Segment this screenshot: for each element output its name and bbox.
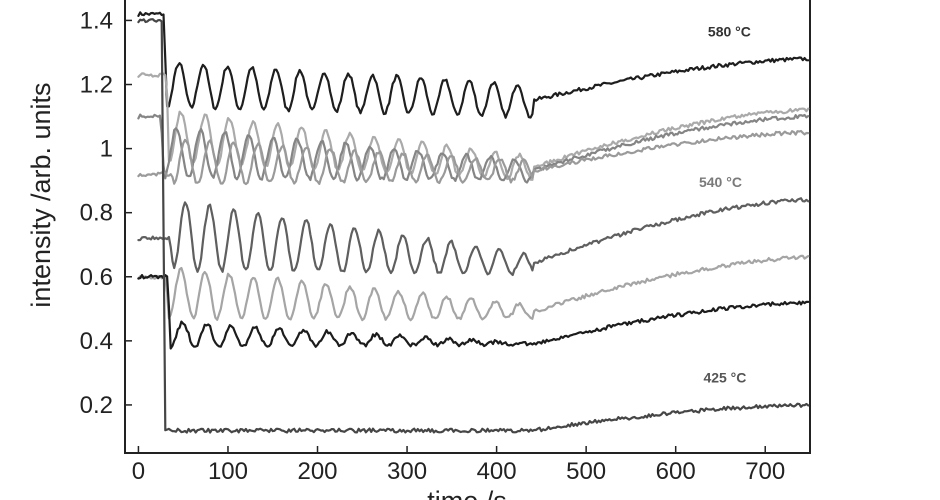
y-tick-label: 0.6 [80,264,113,291]
y-axis-title: intensity /arb. units [26,82,56,307]
series-group [137,11,810,434]
annotation-label: 540 °C [699,174,742,190]
x-tick-label: 300 [387,458,427,485]
y-tick-label: 1 [100,136,113,163]
series-line [137,129,810,186]
plot-frame [124,0,811,454]
x-tick-label: 600 [656,458,696,485]
x-tick-label: 100 [208,458,248,485]
x-axis-ticks: 0 100 200 300 400 500 600 700 [132,446,785,485]
x-axis-title: time /s [427,486,507,500]
annotation-label: 425 °C [703,370,746,386]
x-tick-label: 700 [745,458,785,485]
series-line [137,197,810,277]
y-tick-label: 1.2 [80,72,113,99]
y-axis-ticks: 0.2 0.4 0.6 0.8 1 1.2 1.4 [80,7,132,419]
y-tick-label: 0.8 [80,200,113,227]
x-tick-label: 400 [477,458,517,485]
y-tick-label: 0.4 [80,328,113,355]
series-line [137,274,810,350]
y-tick-label: 0.2 [80,392,113,419]
annotation-label: 580 °C [708,23,751,39]
series-line [137,18,810,434]
x-tick-label: 200 [297,458,337,485]
x-tick-label: 0 [132,458,145,485]
series-line [137,254,810,322]
x-tick-label: 500 [566,458,606,485]
series-line [137,72,810,181]
series-line [137,113,810,184]
series-line [137,11,810,119]
y-tick-label: 1.4 [80,7,113,34]
